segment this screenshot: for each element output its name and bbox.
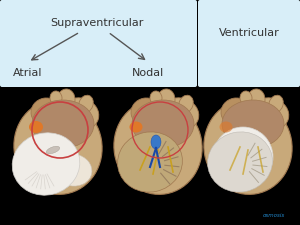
Ellipse shape <box>118 132 182 192</box>
Text: Nodal: Nodal <box>132 68 164 78</box>
Ellipse shape <box>131 98 161 126</box>
Ellipse shape <box>179 95 193 113</box>
Ellipse shape <box>151 135 161 149</box>
Ellipse shape <box>79 95 93 113</box>
Ellipse shape <box>220 122 232 133</box>
Text: Supraventricular: Supraventricular <box>50 18 144 28</box>
Ellipse shape <box>46 146 60 154</box>
Ellipse shape <box>29 121 43 133</box>
Ellipse shape <box>247 89 265 111</box>
Ellipse shape <box>150 91 162 105</box>
Ellipse shape <box>222 100 284 148</box>
FancyBboxPatch shape <box>0 0 197 87</box>
Ellipse shape <box>12 133 80 195</box>
Text: osmosis: osmosis <box>263 213 285 218</box>
Text: Atrial: Atrial <box>13 68 43 78</box>
Ellipse shape <box>157 89 175 111</box>
Ellipse shape <box>251 98 289 130</box>
Ellipse shape <box>54 154 92 186</box>
Ellipse shape <box>132 100 194 148</box>
FancyBboxPatch shape <box>198 0 300 87</box>
Ellipse shape <box>114 100 202 194</box>
Ellipse shape <box>32 100 94 148</box>
Ellipse shape <box>50 91 62 105</box>
Ellipse shape <box>31 98 61 126</box>
Ellipse shape <box>208 132 272 192</box>
Ellipse shape <box>61 98 99 130</box>
Ellipse shape <box>14 100 102 194</box>
Circle shape <box>213 127 273 187</box>
Ellipse shape <box>130 122 142 133</box>
Ellipse shape <box>221 98 251 126</box>
Text: Ventricular: Ventricular <box>219 28 279 38</box>
Ellipse shape <box>204 100 292 194</box>
Ellipse shape <box>161 98 199 130</box>
Ellipse shape <box>269 95 283 113</box>
Ellipse shape <box>57 89 75 111</box>
Ellipse shape <box>240 91 252 105</box>
